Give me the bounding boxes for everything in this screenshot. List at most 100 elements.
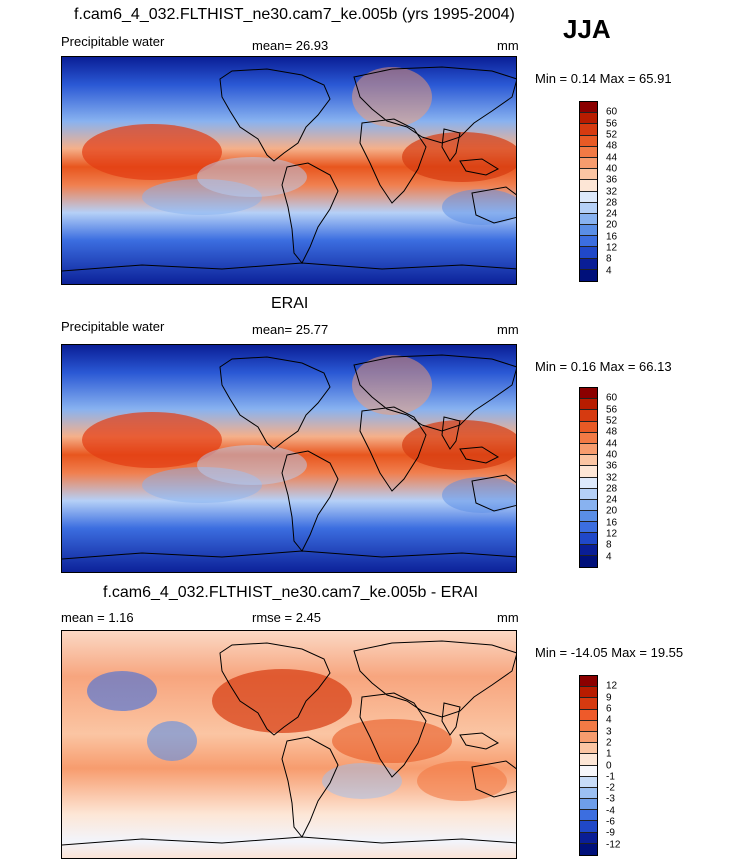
colorbar-swatch — [580, 832, 597, 844]
panel3-units-label: mm — [497, 610, 519, 625]
colorbar-swatch — [580, 180, 597, 192]
panel1-minmax-label: Min = 0.14 Max = 65.91 — [535, 71, 672, 86]
colorbar-swatch — [580, 488, 597, 500]
colorbar-swatch — [580, 443, 597, 456]
panel3-rmse-label: rmse = 2.45 — [252, 610, 322, 625]
panel3-minmax-label: Min = -14.05 Max = 19.55 — [535, 645, 684, 660]
colorbar-tick-label: 24 — [606, 208, 618, 220]
colorbar-tick-label: 56 — [606, 118, 618, 130]
panel1-map — [61, 56, 517, 285]
colorbar-swatch — [580, 102, 597, 114]
colorbar-swatch — [580, 687, 597, 699]
colorbar-swatch — [580, 225, 597, 237]
colorbar-tick-label: 16 — [606, 517, 618, 529]
panel3-map — [61, 630, 517, 859]
colorbar-tick-label: 36 — [606, 460, 618, 472]
colorbar-swatch — [580, 544, 597, 556]
colorbar-tick-label: 60 — [606, 392, 618, 404]
panel2-map — [61, 344, 517, 573]
colorbar-swatch — [580, 787, 597, 800]
colorbar-tick-label: 48 — [606, 140, 618, 152]
colorbar-tick-label: 9 — [606, 692, 612, 704]
colorbar-swatch — [580, 821, 597, 833]
panel1-title: f.cam6_4_032.FLTHIST_ne30.cam7_ke.005b (… — [74, 6, 515, 23]
colorbar-tick-label: 4 — [606, 265, 612, 277]
colorbar-tick-label: 6 — [606, 703, 612, 715]
colorbar-swatch — [580, 533, 597, 545]
colorbar-tick-label: -2 — [606, 782, 615, 794]
colorbar-tick-label: 52 — [606, 415, 618, 427]
colorbar-tick-label: 20 — [606, 219, 618, 231]
colorbar-tick-label: 28 — [606, 197, 618, 209]
colorbar-swatch — [580, 269, 597, 281]
season-label: JJA — [563, 14, 611, 44]
colorbar-swatch — [580, 555, 597, 567]
panel3-title: f.cam6_4_032.FLTHIST_ne30.cam7_ke.005b -… — [103, 584, 479, 601]
colorbar-tick-label: 4 — [606, 714, 612, 726]
colorbar-swatch — [580, 113, 597, 125]
colorbar-tick-label: 20 — [606, 505, 618, 517]
map-field — [62, 57, 516, 284]
colorbar-swatch — [580, 236, 597, 248]
colorbar-tick-label: 40 — [606, 449, 618, 461]
colorbar-tick-label: 24 — [606, 494, 618, 506]
colorbar-swatch — [580, 754, 597, 766]
colorbar-swatch — [580, 765, 597, 777]
colorbar-tick-label: 12 — [606, 242, 618, 254]
colorbar-swatch — [580, 213, 597, 226]
colorbar-swatch — [580, 698, 597, 710]
colorbar-swatch — [580, 191, 597, 203]
colorbar-swatch — [580, 843, 597, 855]
colorbar-tick-label: 1 — [606, 748, 612, 760]
panel1-variable-label: Precipitable water — [61, 34, 165, 49]
colorbar-swatch — [580, 146, 597, 158]
panel1-mean-label: mean= 26.93 — [252, 38, 329, 53]
colorbar-tick-label: 56 — [606, 404, 618, 416]
colorbar-tick-label: 52 — [606, 129, 618, 141]
panel3-colorbar — [579, 675, 598, 856]
colorbar-tick-label: 44 — [606, 438, 618, 450]
panel2-colorbar — [579, 387, 598, 568]
colorbar-tick-label: 60 — [606, 106, 618, 118]
colorbar-swatch — [580, 477, 597, 489]
panel2-variable-label: Precipitable water — [61, 319, 165, 334]
colorbar-swatch — [580, 124, 597, 136]
colorbar-swatch — [580, 202, 597, 214]
colorbar-tick-label: 40 — [606, 163, 618, 175]
colorbar-swatch — [580, 157, 597, 170]
colorbar-swatch — [580, 499, 597, 512]
colorbar-swatch — [580, 388, 597, 400]
colorbar-tick-label: 16 — [606, 231, 618, 243]
colorbar-swatch — [580, 511, 597, 523]
colorbar-swatch — [580, 810, 597, 822]
colorbar-swatch — [580, 455, 597, 467]
colorbar-tick-label: 3 — [606, 726, 612, 738]
panel3-mean-label: mean = 1.16 — [61, 610, 134, 625]
colorbar-tick-label: -1 — [606, 771, 615, 783]
colorbar-tick-label: 32 — [606, 186, 618, 197]
colorbar-tick-label: -12 — [606, 839, 621, 851]
colorbar-swatch — [580, 466, 597, 478]
colorbar-swatch — [580, 410, 597, 422]
colorbar-tick-label: -6 — [606, 816, 615, 828]
colorbar-swatch — [580, 709, 597, 721]
panel2-units-label: mm — [497, 322, 519, 337]
colorbar-swatch — [580, 399, 597, 411]
colorbar-tick-label: 0 — [606, 760, 612, 771]
colorbar-tick-label: 44 — [606, 152, 618, 164]
colorbar-tick-label: 2 — [606, 737, 612, 749]
panel2-minmax-label: Min = 0.16 Max = 66.13 — [535, 359, 672, 374]
colorbar-tick-label: -9 — [606, 827, 615, 839]
colorbar-tick-label: 12 — [606, 528, 618, 540]
colorbar-swatch — [580, 731, 597, 744]
colorbar-tick-label: -3 — [606, 793, 615, 805]
colorbar-tick-label: 36 — [606, 174, 618, 186]
colorbar-swatch — [580, 799, 597, 811]
colorbar-swatch — [580, 676, 597, 688]
colorbar-swatch — [580, 421, 597, 433]
colorbar-tick-label: 32 — [606, 472, 618, 483]
colorbar-swatch — [580, 258, 597, 270]
colorbar-swatch — [580, 247, 597, 259]
colorbar-swatch — [580, 432, 597, 444]
panel2-mean-label: mean= 25.77 — [252, 322, 329, 337]
